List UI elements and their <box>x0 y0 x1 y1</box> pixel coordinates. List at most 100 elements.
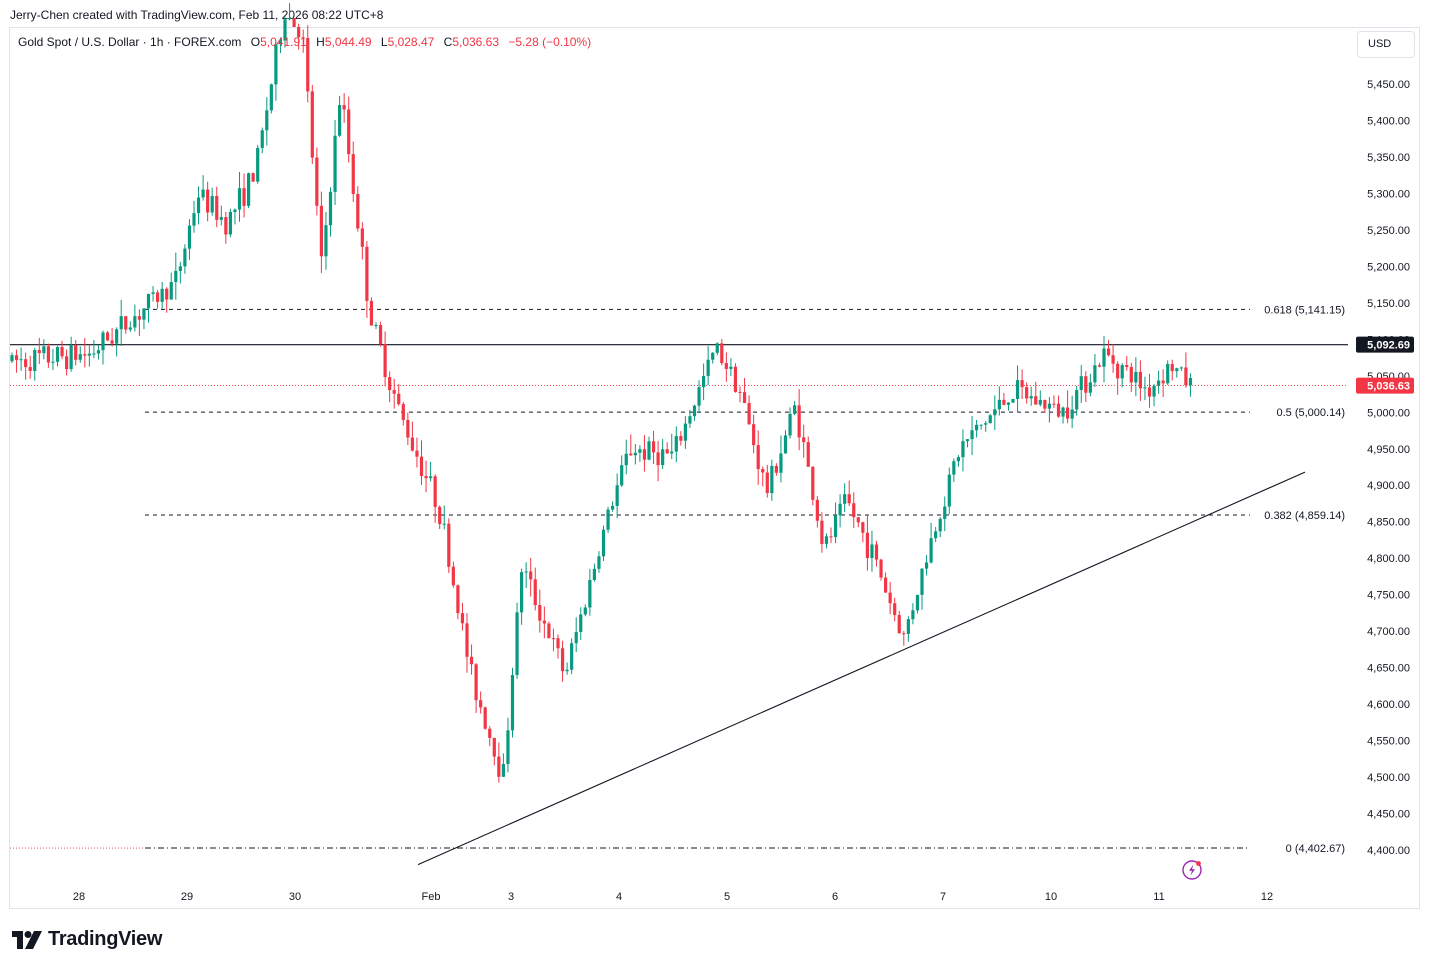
candle-body <box>206 189 210 213</box>
candle-body <box>902 633 906 635</box>
candle-body <box>278 40 283 45</box>
candle-body <box>915 594 920 611</box>
symbol-legend[interactable]: Gold Spot / U.S. Dollar · 1h · FOREX.com… <box>18 35 591 49</box>
candle-body <box>956 457 960 462</box>
candle-body <box>843 494 847 504</box>
candle-body <box>1125 365 1129 368</box>
candle-body <box>742 392 747 403</box>
candle-body <box>651 441 656 453</box>
candle-body <box>811 466 815 500</box>
candle-body <box>142 308 146 320</box>
candle-body <box>551 638 556 640</box>
candle-body <box>287 18 292 20</box>
candle-body <box>829 536 833 538</box>
candle-body <box>14 355 19 360</box>
candle-body <box>738 391 742 393</box>
candle-body <box>556 638 560 649</box>
candle-body <box>793 405 797 414</box>
candle-body <box>1061 407 1065 417</box>
candle-body <box>706 359 710 376</box>
candle-body <box>410 437 414 451</box>
candle-body <box>656 452 660 466</box>
candle-body <box>210 196 214 213</box>
candle-body <box>406 419 410 438</box>
candle-body <box>1157 380 1161 386</box>
candle-body <box>975 424 979 431</box>
candle-body <box>924 562 929 569</box>
candle-body <box>683 423 687 441</box>
price-axis: 4,400.00 4,450.00 4,500.00 4,550.00 4,600.00… <box>1367 79 1410 857</box>
candle-body <box>224 217 228 235</box>
high-value: 5,044.49 <box>324 35 372 49</box>
candle-body <box>447 523 451 567</box>
candle-body <box>629 453 633 456</box>
candle-body <box>674 436 678 452</box>
candle-body <box>315 157 319 206</box>
candle-body <box>1034 396 1038 405</box>
fib-level-label: 0 (4,402.67) <box>1286 843 1345 855</box>
candle-body <box>24 359 28 368</box>
candle-body <box>965 439 970 442</box>
candle-body <box>233 209 237 212</box>
candle-body <box>920 568 924 595</box>
candle-body <box>1175 368 1179 372</box>
candle-body <box>697 387 701 406</box>
brand-name: TradingView <box>48 928 163 950</box>
candle-body <box>78 354 82 360</box>
candle-body <box>101 332 105 351</box>
candle-body <box>774 465 778 473</box>
candle-body <box>328 191 333 226</box>
candle-body <box>870 544 874 558</box>
candle-body <box>501 764 505 777</box>
change-value: −5.28 (−0.10%) <box>508 35 592 49</box>
candle-body <box>779 453 783 473</box>
candle-body <box>474 664 478 701</box>
candle-body <box>1116 363 1120 379</box>
candle-body <box>970 430 974 440</box>
candle-body <box>260 130 264 148</box>
candle-body <box>397 393 401 405</box>
time-tick-label: 12 <box>1261 891 1273 903</box>
candle-body <box>692 405 697 417</box>
candle-body <box>19 359 23 361</box>
candle-body <box>65 356 69 370</box>
candle-body <box>392 390 396 394</box>
price-tick-label: 4,600.00 <box>1367 699 1410 711</box>
candle-body <box>415 450 419 457</box>
candle-body <box>847 494 851 504</box>
candle-body <box>720 343 724 364</box>
close-value: 5,036.63 <box>452 35 500 49</box>
candle-body <box>961 441 965 458</box>
time-tick-label: 6 <box>832 891 838 903</box>
candle-body <box>820 520 824 544</box>
open-value: 5,041.91 <box>260 35 307 49</box>
candle-body <box>1188 377 1193 386</box>
candle-body <box>378 325 383 345</box>
candle-body <box>192 213 196 226</box>
time-tick-label: 5 <box>724 891 730 903</box>
candle-body <box>301 37 305 39</box>
current-price-badge-bg <box>1356 377 1414 394</box>
candle-body <box>479 700 483 708</box>
candle-body <box>465 623 469 657</box>
candle-body <box>247 173 251 206</box>
candle-body <box>574 632 578 644</box>
candle-body <box>638 449 642 453</box>
candlestick-series <box>10 3 1193 783</box>
close-label: C <box>443 35 453 49</box>
candle-body <box>688 416 692 424</box>
time-tick-label: 10 <box>1045 891 1057 903</box>
candle-body <box>1106 348 1111 356</box>
candle-body <box>560 648 565 672</box>
candle-body <box>96 350 101 354</box>
candle-body <box>1097 365 1102 367</box>
candle-body <box>110 340 114 344</box>
tradingview-brand[interactable]: TradingView <box>12 928 162 951</box>
candle-body <box>438 506 442 525</box>
alert-icon[interactable] <box>1182 860 1202 880</box>
candle-body <box>988 415 992 424</box>
currency-button[interactable]: USD <box>1357 31 1415 58</box>
candle-body <box>1002 399 1006 405</box>
candle-body <box>424 476 428 479</box>
